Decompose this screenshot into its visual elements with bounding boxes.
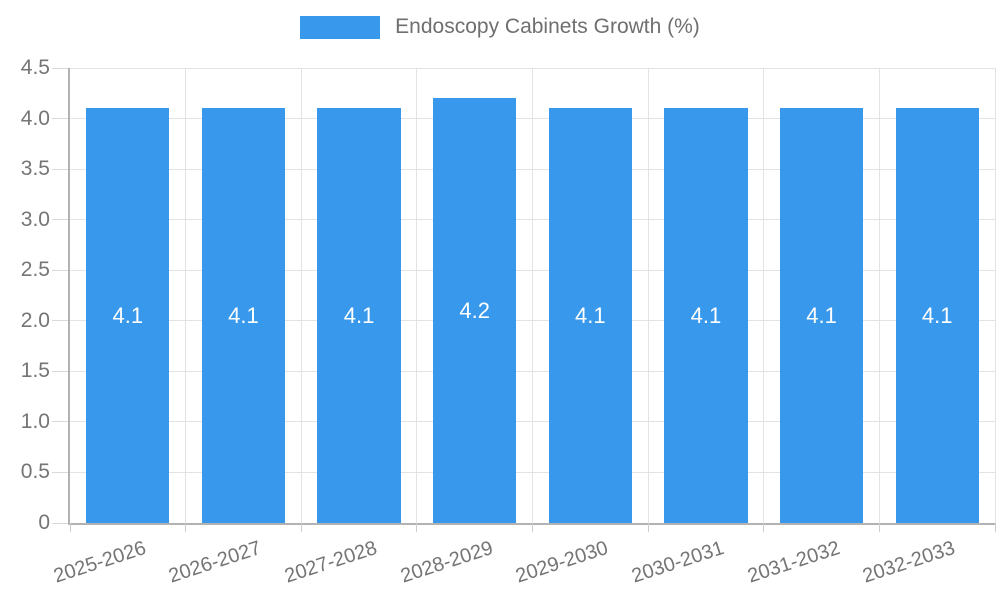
bar[interactable] bbox=[664, 108, 748, 523]
y-tick bbox=[52, 168, 68, 170]
y-tick-label: 0 bbox=[38, 511, 50, 534]
x-gridline bbox=[647, 68, 649, 523]
y-tick-label: 0.5 bbox=[20, 460, 50, 484]
y-axis: 0 0.5 1.0 1.5 2.0 2.5 3.0 3.5 4.0 4.5 bbox=[0, 56, 50, 534]
y-tick-label: 3.5 bbox=[20, 157, 50, 181]
x-tick bbox=[416, 523, 418, 532]
y-tick bbox=[52, 370, 68, 372]
bar[interactable] bbox=[433, 98, 517, 523]
bar[interactable] bbox=[779, 108, 864, 523]
y-tick bbox=[52, 118, 68, 120]
legend-swatch-icon bbox=[300, 15, 381, 39]
legend-label: Endoscopy Cabinets Growth (%) bbox=[395, 15, 700, 38]
y-tick bbox=[52, 219, 68, 221]
bar-value-label: 4.1 bbox=[575, 302, 606, 328]
x-tick bbox=[185, 523, 187, 532]
bar-value-label: 4.1 bbox=[228, 302, 259, 328]
bar-value-label: 4.1 bbox=[690, 302, 722, 328]
bar-value-label: 4.1 bbox=[921, 302, 953, 328]
y-tick bbox=[52, 67, 68, 69]
bar-value-label: 4.1 bbox=[112, 302, 144, 328]
y-tick-label: 4.0 bbox=[20, 106, 50, 130]
bar[interactable] bbox=[201, 108, 286, 523]
x-tick bbox=[763, 523, 765, 532]
x-gridline bbox=[878, 68, 880, 523]
x-gridline bbox=[532, 68, 533, 523]
x-tick bbox=[69, 523, 71, 532]
bar[interactable] bbox=[317, 108, 401, 523]
x-gridline bbox=[763, 68, 765, 523]
x-gridline bbox=[994, 68, 996, 523]
y-tick-label: 1.5 bbox=[20, 359, 50, 383]
y-tick-label: 2.0 bbox=[20, 308, 50, 332]
bar[interactable] bbox=[86, 108, 170, 523]
y-tick bbox=[52, 320, 68, 322]
plot-area: 4.1 4.1 4.1 4.2 4.1 4.1 4.1 4.1 bbox=[52, 67, 996, 532]
x-gridline bbox=[300, 68, 302, 523]
bar-value-label: 4.1 bbox=[343, 302, 375, 328]
bar-value-label: 4.1 bbox=[806, 302, 837, 328]
y-tick bbox=[52, 421, 68, 423]
x-tick bbox=[300, 523, 302, 532]
y-tick bbox=[52, 471, 68, 473]
y-tick bbox=[52, 522, 68, 524]
y-tick-label: 3.0 bbox=[20, 207, 50, 231]
y-tick-label: 2.5 bbox=[20, 258, 50, 282]
bar-value-label: 4.2 bbox=[459, 297, 490, 323]
chart-legend[interactable]: Endoscopy Cabinets Growth (%) bbox=[0, 15, 1000, 39]
x-tick bbox=[647, 523, 649, 532]
y-tick-label: 4.5 bbox=[20, 56, 50, 79]
y-tick-label: 1.0 bbox=[20, 409, 50, 433]
x-gridline bbox=[185, 68, 187, 523]
bar[interactable] bbox=[548, 108, 632, 523]
x-tick bbox=[994, 523, 996, 532]
x-tick bbox=[532, 523, 533, 532]
bar[interactable] bbox=[895, 108, 979, 523]
x-tick bbox=[878, 523, 880, 532]
x-gridline bbox=[416, 68, 418, 523]
y-tick bbox=[52, 269, 68, 271]
x-axis: 2025-2026 2026-2027 2027-2028 2028-2029 2029… bbox=[51, 525, 993, 600]
